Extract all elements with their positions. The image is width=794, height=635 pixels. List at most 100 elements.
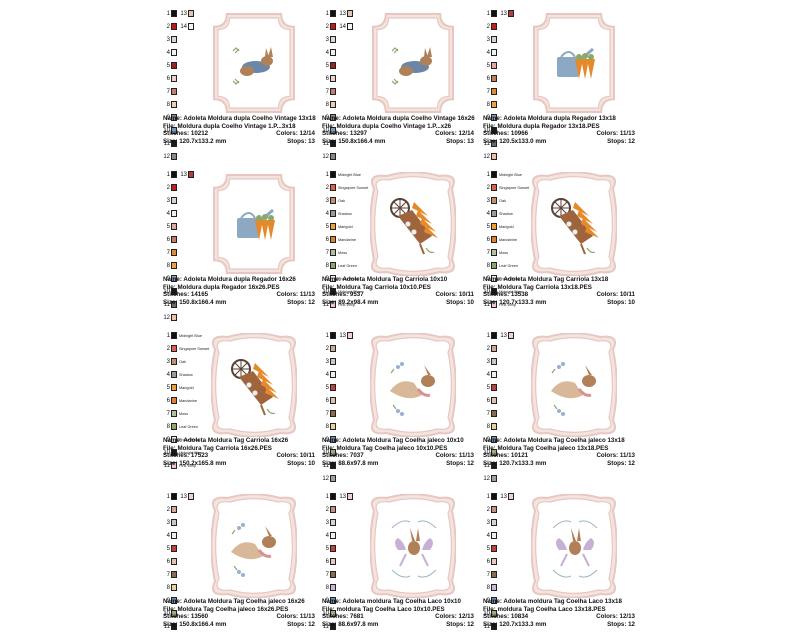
swatch-number: 3 <box>325 37 329 43</box>
design-file-row: File: moldura Tag Coelha Laco 13x18.PES <box>483 606 663 614</box>
size-row: Size: 150.8x166.4 mm Stops: 12 <box>163 299 343 307</box>
thread-swatch: 11 <box>322 461 336 471</box>
colors-label: Colors: <box>596 452 619 459</box>
swatch-number: 11 <box>163 141 170 147</box>
thread-swatch: 6 <box>483 396 497 406</box>
color-count: 12/13 <box>458 613 474 620</box>
color-count: 11/13 <box>619 130 635 137</box>
stitch-count: 10121 <box>510 452 529 459</box>
swatch-color <box>347 332 353 339</box>
swatch-number: 7 <box>166 89 170 95</box>
design-name: Adoleta Moldura dupla Coelho Vintage 13x… <box>183 115 316 122</box>
swatch-number: 4 <box>166 533 170 539</box>
thread-swatch: 1 <box>322 492 336 502</box>
bunny-vintage-motif <box>232 47 273 85</box>
swatch-number: 1 <box>166 172 170 178</box>
swatch-number: 5 <box>325 63 329 69</box>
swatch-thread-name: Moss <box>179 412 189 416</box>
design-card[interactable]: 1 Midnight Blue 2 Singapore Sunset 3 Oak 4 Shad… <box>322 170 482 320</box>
stitches-row: Stitches: 10966 Colors: 11/13 <box>483 130 663 138</box>
design-card[interactable]: 1 Midnight Blue 2 Singapore Sunset 3 Oak 4 Shad… <box>483 170 643 320</box>
swatch-number: 8 <box>486 263 490 269</box>
stitch-count: 10966 <box>510 130 529 137</box>
thread-swatch: 8 <box>163 583 177 593</box>
swatch-number: 2 <box>486 507 490 513</box>
thread-swatch: 6 Mandarine <box>322 235 356 245</box>
thread-swatch: 8 <box>163 261 177 271</box>
stitch-count: 10834 <box>510 613 529 620</box>
swatch-color <box>491 301 497 308</box>
swatch-color <box>491 597 497 604</box>
size-label: Size: <box>163 298 178 306</box>
swatch-color <box>171 449 177 456</box>
thread-swatch: 6 <box>322 557 336 567</box>
swatch-thread-name: Snow White <box>179 438 200 442</box>
swatch-number: 8 <box>166 424 170 430</box>
thread-swatch: 10 <box>483 609 497 619</box>
swatch-number: 8 <box>325 424 329 430</box>
stitches-label: Stitches: <box>483 452 510 459</box>
design-card[interactable]: 1 2 3 4 5 6 7 8 9 10 11 12 13 14 Name: Adoleta Moldur… <box>163 9 323 160</box>
thread-swatch: 6 <box>322 74 336 84</box>
swatch-number: 12 <box>163 315 170 321</box>
design-card[interactable]: 1 Midnight Blue 2 Singapore Sunset 3 Oak 4 Shad… <box>163 331 323 481</box>
stops-field: Stops: 12 <box>287 299 315 307</box>
stitches-label: Stitches: <box>483 613 510 620</box>
thread-swatch: 4 Shadow <box>483 209 513 219</box>
design-file: Moldura Tag Coelha jaleco 13x18.PES <box>497 444 609 452</box>
thread-swatch: 3 Oak <box>163 357 186 367</box>
swatch-color <box>171 36 177 43</box>
swatch-number: 9 <box>325 598 329 604</box>
thread-swatch: 8 <box>163 100 177 110</box>
thread-swatch: 2 Singapore Sunset <box>322 183 368 193</box>
swatch-number: 9 <box>486 115 490 121</box>
stitches-row: Stitches: 17523 Colors: 10/11 <box>163 452 343 460</box>
embroidery-preview <box>530 493 618 599</box>
thread-swatch: 12 <box>163 313 177 323</box>
swatch-color <box>171 410 177 417</box>
swatch-number: 4 <box>486 50 490 56</box>
swatch-color <box>330 23 336 30</box>
thread-swatch: 12 <box>483 474 497 484</box>
color-count: 12/14 <box>458 130 474 137</box>
swatch-color <box>491 36 497 43</box>
size-label: Size: <box>163 137 178 145</box>
swatch-number: 2 <box>325 24 329 30</box>
embroidery-preview <box>370 11 456 115</box>
thread-swatch: 8 <box>322 100 336 110</box>
design-name-row: Name: Adoleta Moldura Tag Carriola 16x26 <box>163 437 343 445</box>
thread-swatch: 11 Pink Whip <box>163 461 196 471</box>
swatch-number: 6 <box>325 559 329 565</box>
thread-swatch: 10 Midnight Blue <box>322 287 361 297</box>
swatch-number: 5 <box>166 385 170 391</box>
swatch-number: 10 <box>483 450 490 456</box>
swatch-color <box>491 358 497 365</box>
colors-label: Colors: <box>596 130 619 137</box>
swatch-thread-name: Midnight Blue <box>179 451 203 455</box>
swatch-color <box>491 506 497 513</box>
design-info: Name: Adoleta Moldura Tag Carriola 13x18… <box>483 276 663 306</box>
thread-swatch: 7 <box>483 409 497 419</box>
swatch-color <box>171 275 177 282</box>
design-file-row: File: Moldura Tag Coelha jaleco 16x26.PE… <box>163 606 343 614</box>
swatch-color <box>330 384 336 391</box>
thread-swatch: 4 <box>483 48 497 58</box>
stops-label: Stops: <box>287 137 307 145</box>
color-count: 10/11 <box>458 291 474 298</box>
bunny-bow-motif <box>552 520 598 578</box>
swatch-number: 8 <box>486 102 490 108</box>
thread-swatch: 6 <box>163 557 177 567</box>
colors-field: Colors: 11/13 <box>596 130 635 138</box>
file-label: File: <box>163 122 176 130</box>
swatch-number: 4 <box>486 211 490 217</box>
design-card[interactable]: 1 2 3 4 5 6 7 8 9 10 11 12 13 14 Name: Adoleta Moldur… <box>322 9 482 160</box>
design-size: 120.5x133.0 mm <box>499 137 547 145</box>
